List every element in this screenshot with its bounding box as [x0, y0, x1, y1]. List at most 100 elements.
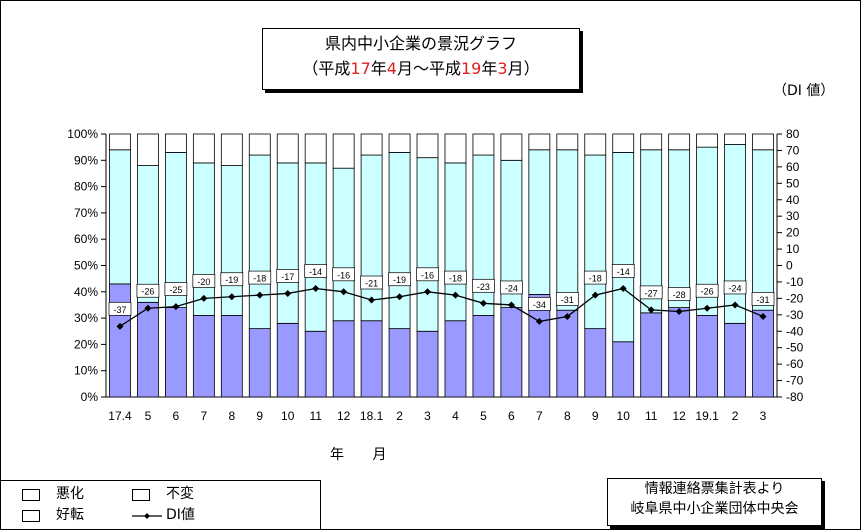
legend: 悪化 不変 好転 DI値 [0, 480, 321, 530]
bar-worse [584, 328, 607, 398]
subtitle-part: 年 [481, 59, 498, 78]
x-tick-label: 8 [228, 409, 235, 423]
bar-better [696, 133, 719, 148]
x-tick-label: 6 [173, 409, 180, 423]
di-data-label: -16 [337, 270, 350, 280]
di-point [731, 301, 739, 309]
source-line-1: 情報連絡票集計表より [644, 481, 785, 497]
di-data-label: -37 [113, 305, 126, 315]
di-data-label: -18 [449, 274, 462, 284]
bar-better [444, 133, 467, 164]
di-label-box [695, 283, 719, 298]
bar-worse [192, 315, 215, 398]
di-point [703, 304, 711, 312]
bar-better [724, 133, 746, 145]
bar-better [612, 133, 635, 153]
legend-label-di: DI値 [166, 507, 195, 523]
right-tick-label: -70 [786, 374, 804, 388]
bar-better [556, 133, 579, 151]
di-label-box [332, 267, 355, 282]
bar-worse [444, 320, 467, 398]
left-tick-label: 50% [74, 259, 98, 273]
bar-same [332, 167, 355, 322]
right-tick-label: -40 [786, 324, 804, 338]
di-point [228, 293, 236, 301]
right-tick-label: -20 [786, 291, 804, 305]
bar-worse [137, 301, 159, 398]
left-tick-label: 0% [81, 390, 99, 404]
legend-label-better: 好転 [56, 507, 84, 523]
di-data-label: -28 [673, 290, 686, 300]
bar-same [388, 152, 411, 330]
x-tick-label: 8 [564, 409, 571, 423]
di-point [563, 312, 571, 320]
x-tick-label: 3 [424, 409, 431, 423]
x-tick-label: 19.1 [695, 409, 719, 423]
legend-swatch-worse [22, 489, 40, 501]
di-label-box [388, 272, 411, 287]
bar-same [612, 152, 635, 343]
bar-better [668, 133, 691, 151]
bar-same [109, 149, 131, 285]
di-label-box [639, 285, 663, 300]
bar-better [640, 133, 663, 151]
di-label-box [555, 292, 579, 306]
x-axis-label: 年 月 [330, 447, 399, 463]
di-label-box [136, 283, 160, 298]
di-data-label: -19 [225, 275, 238, 285]
bar-better [192, 133, 215, 164]
left-tick-label: 100% [67, 127, 98, 141]
di-point [312, 285, 320, 293]
bar-worse [640, 312, 663, 398]
di-label-box [276, 269, 300, 283]
di-label-box [220, 272, 244, 287]
subtitle-part: （平成 [302, 59, 351, 78]
right-tick-label: 40 [786, 193, 800, 207]
di-data-label: -21 [365, 279, 378, 289]
right-tick-label: 0 [786, 259, 793, 273]
di-label-box [472, 278, 495, 293]
x-tick-label: 7 [201, 409, 208, 423]
right-tick-label: 60 [786, 160, 800, 174]
di-point [424, 288, 432, 296]
right-tick-label: 30 [786, 209, 800, 223]
subtitle-part: 月～平成 [396, 59, 461, 78]
bar-same [556, 149, 579, 311]
bar-better [500, 133, 523, 161]
left-tick-label: 30% [74, 311, 98, 325]
di-label-box [667, 287, 691, 301]
bar-better [332, 133, 355, 169]
di-data-label: -18 [253, 274, 266, 284]
right-tick-label: -30 [786, 308, 804, 322]
di-point [479, 299, 487, 307]
bar-worse [109, 283, 131, 398]
right-tick-label: -10 [786, 275, 804, 289]
legend-swatch-same [132, 489, 150, 501]
subtitle-part: 年 [370, 59, 387, 78]
bar-same [192, 162, 215, 316]
di-data-label: -34 [533, 300, 546, 310]
bar-same [752, 149, 774, 311]
di-point [340, 288, 348, 296]
di-point [368, 296, 376, 304]
di-data-label: -16 [421, 270, 434, 280]
bar-better [109, 133, 131, 151]
di-point [116, 322, 124, 330]
bar-better [752, 133, 774, 151]
left-tick-label: 70% [74, 206, 98, 220]
x-tick-label: 7 [536, 409, 543, 423]
bar-worse [416, 330, 439, 398]
x-tick-label: 17.4 [108, 409, 132, 423]
di-data-label: -18 [589, 274, 602, 284]
bar-worse [332, 320, 355, 398]
x-tick-label: 10 [617, 409, 631, 423]
bar-same [416, 157, 439, 332]
chart-area: 0% 10% 20% 30% 40% 50% 60% 70% 80% 90% 100% -80 -70 -… [67, 127, 804, 423]
chart-subtitle: （平成17年4月～平成19年3月） [263, 59, 579, 79]
bar-better [276, 133, 299, 164]
di-label-box [192, 274, 216, 288]
bar-better [388, 133, 411, 153]
bar-worse [752, 309, 774, 398]
bar-same [248, 154, 271, 330]
